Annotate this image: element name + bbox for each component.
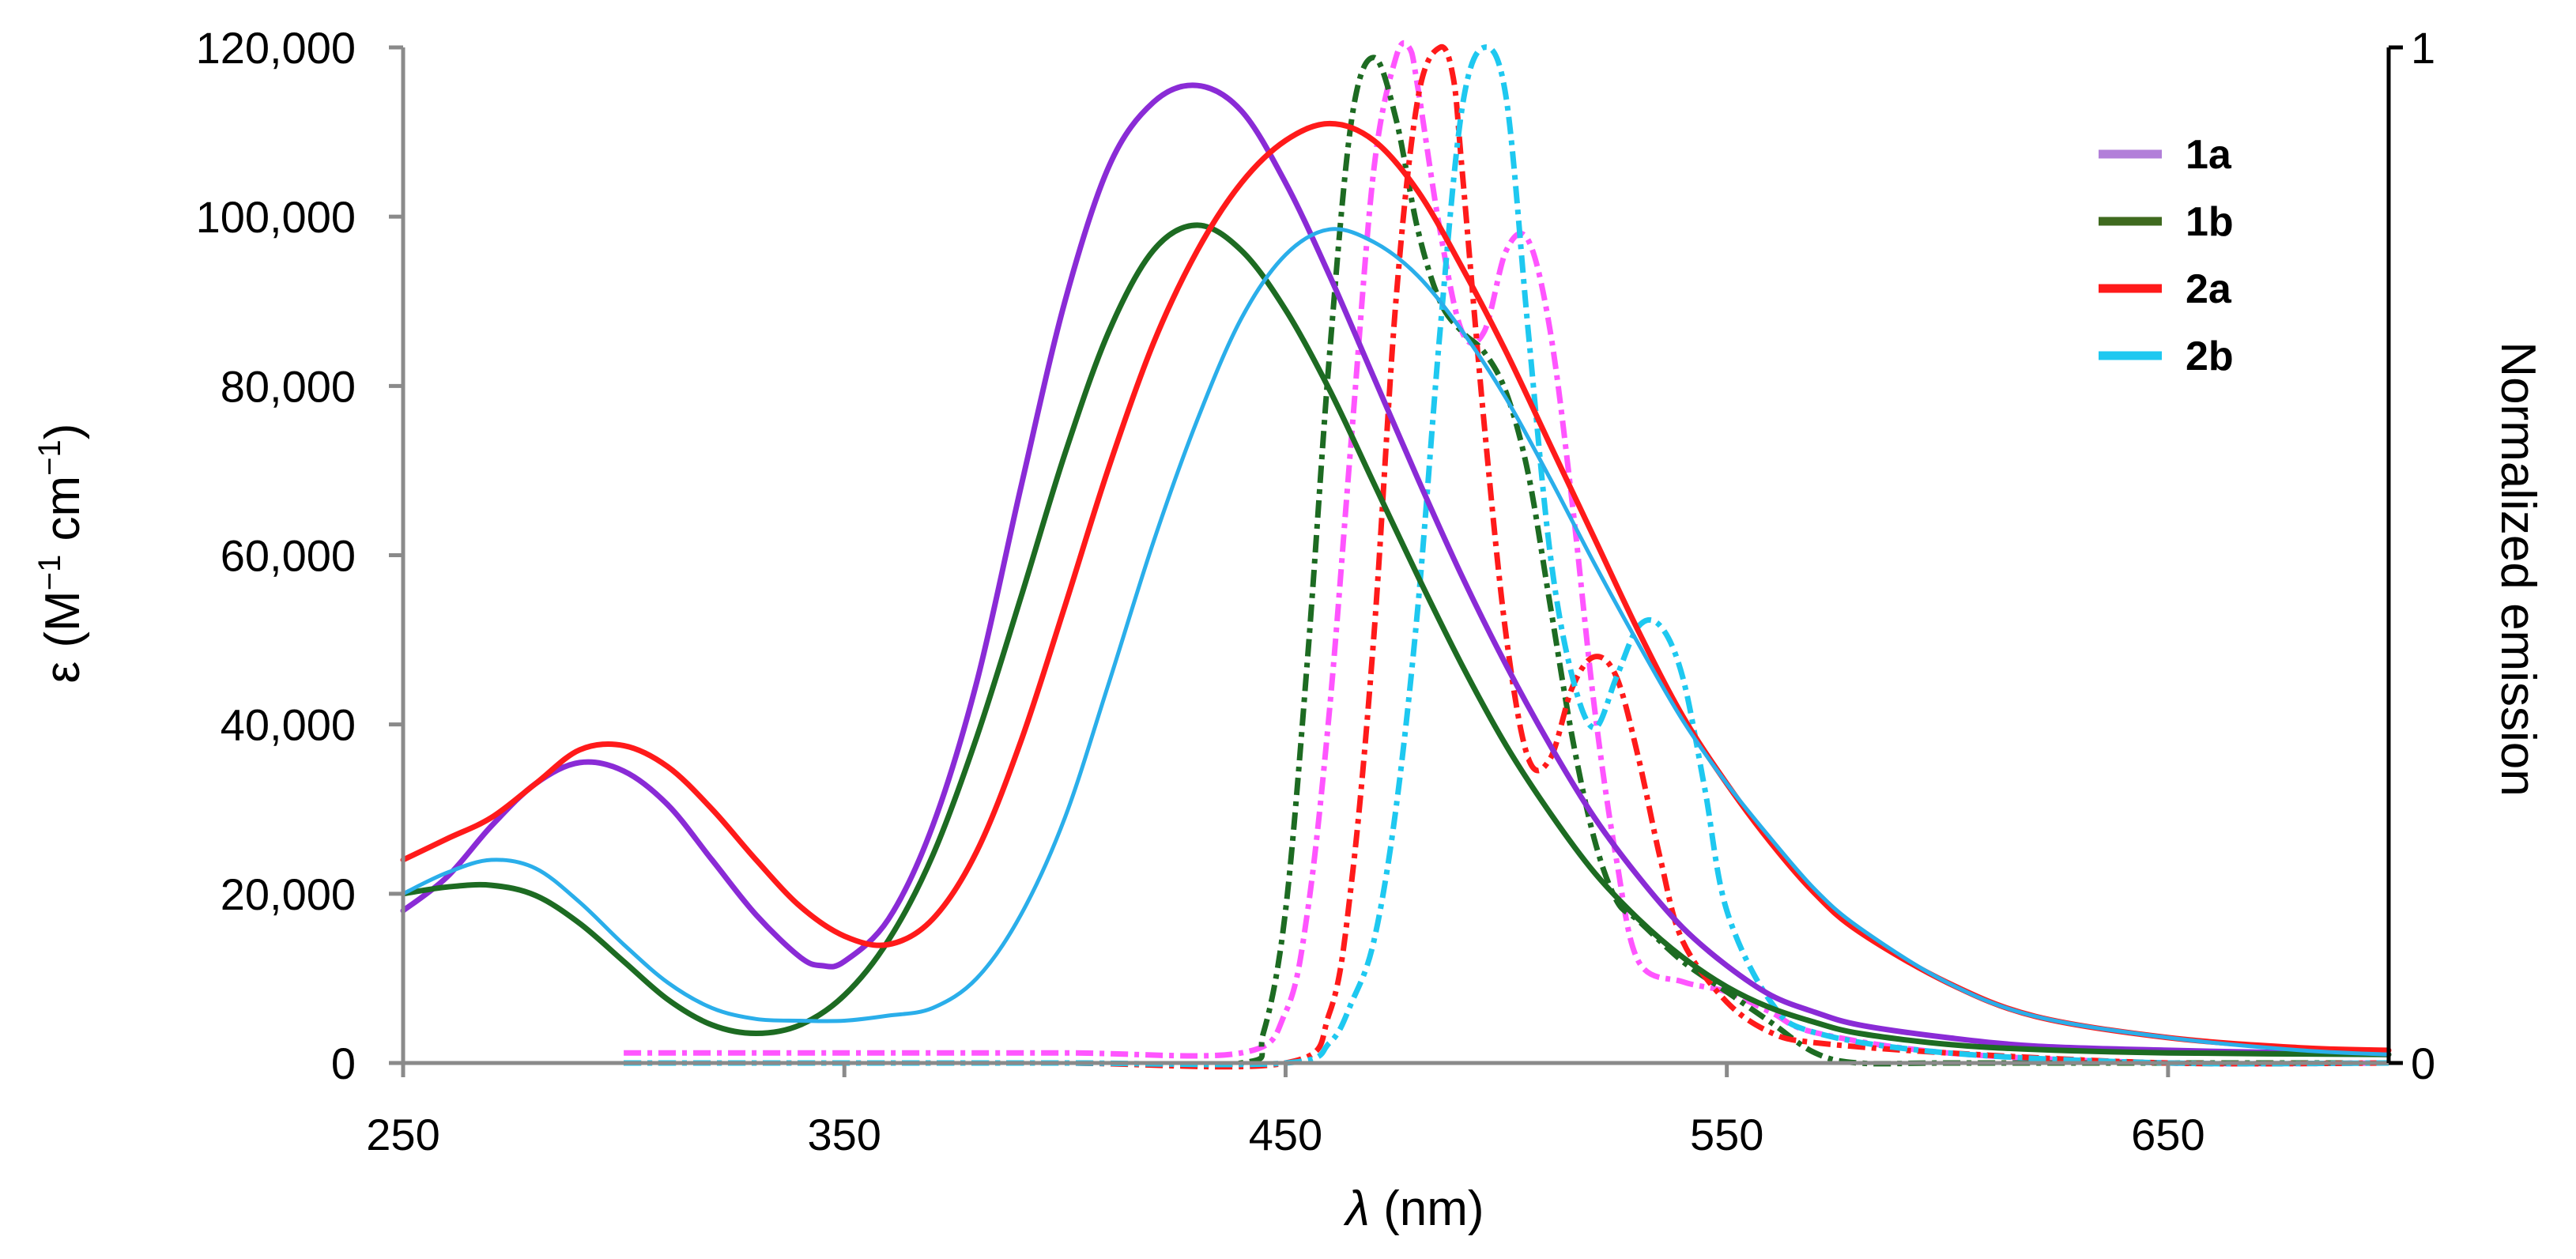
y-left-title-sup1: −1	[32, 555, 67, 591]
y-left-title-prefix: ε (M	[36, 590, 90, 683]
y-right-tick-label: 1	[2411, 23, 2435, 73]
y-right-axis-title: Normalized emission	[2491, 341, 2545, 796]
y-left-tick-label: 120,000	[196, 23, 356, 73]
y-left-title-suffix: )	[36, 424, 90, 440]
ticks-layer: 250 350 450 550 650 0 20,000 40,000 60,000 80,000…	[196, 23, 2436, 1159]
x-tick-label: 650	[2131, 1110, 2204, 1159]
emission-line-2	[624, 55, 2345, 1069]
y-left-tick-label: 80,000	[221, 361, 356, 411]
y-left-tick-label: 0	[331, 1038, 356, 1088]
absorption-line-2	[400, 222, 2392, 1057]
x-tick-label: 250	[366, 1110, 439, 1159]
absorption-line-3	[400, 120, 2392, 1054]
series-layer	[400, 40, 2392, 1070]
absorption-line-4	[401, 227, 2391, 1057]
emission-line-3	[624, 43, 2389, 1070]
x-tick-label: 350	[808, 1110, 881, 1159]
y-left-tick-label: 20,000	[221, 869, 356, 919]
absorption-line-1	[400, 82, 2392, 1057]
x-axis-title-var: λ	[1343, 1182, 1370, 1236]
x-tick-label: 550	[1690, 1110, 1763, 1159]
y-left-tick-label: 60,000	[221, 531, 356, 581]
legend-label: 2b	[2186, 334, 2234, 379]
legend-label: 2a	[2186, 266, 2232, 312]
y-left-title-sup2: −1	[32, 439, 67, 476]
y-right-tick-label: 0	[2411, 1038, 2435, 1088]
x-tick-label: 450	[1249, 1110, 1322, 1159]
legend-label: 1a	[2186, 132, 2232, 178]
y-left-axis-title: ε (M−1 cm−1)	[32, 424, 90, 684]
y-left-title-mid: cm	[36, 476, 90, 555]
legend-label: 1b	[2186, 199, 2234, 245]
x-axis-title: λ (nm)	[1343, 1182, 1484, 1236]
y-left-tick-label: 40,000	[221, 700, 356, 750]
legend: 1a 1b 2a 2b	[2099, 132, 2234, 379]
y-left-tick-label: 100,000	[196, 192, 356, 242]
x-axis-title-unit: (nm)	[1370, 1182, 1484, 1236]
